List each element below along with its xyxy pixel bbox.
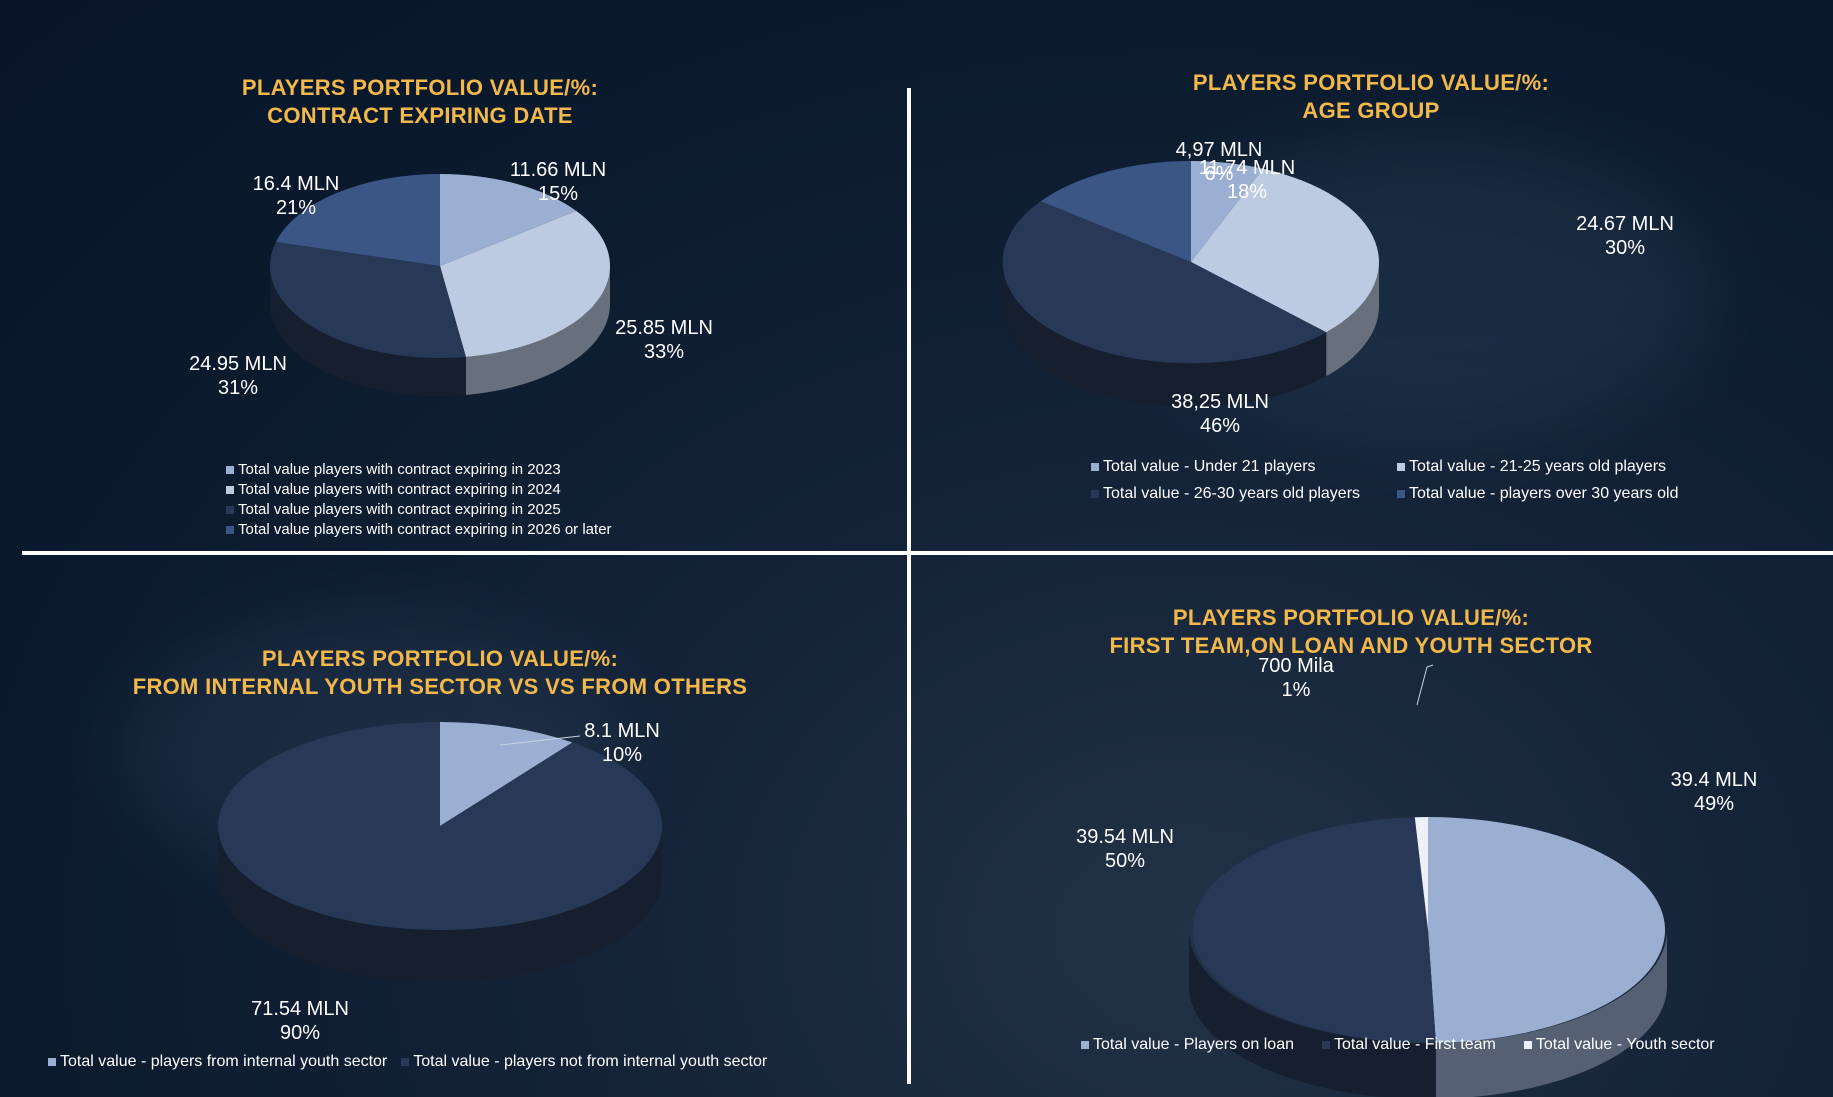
pie-slice (440, 210, 611, 357)
data-label: 24.95 MLN 31% (189, 353, 287, 399)
legend-swatch (1322, 1041, 1330, 1049)
legend-swatch (1397, 490, 1405, 498)
legend-item: Total value players with contract expiri… (226, 500, 612, 520)
legend-swatch (1091, 490, 1099, 498)
pie-chart (1189, 664, 1667, 1097)
legend: Total value - players from internal yout… (48, 1052, 767, 1072)
pie-chart (218, 722, 663, 982)
legend-swatch (48, 1058, 56, 1066)
legend-swatch (226, 506, 234, 514)
chart-title: PLAYERS PORTFOLIO VALUE/%: AGE GROUP (1192, 70, 1550, 123)
legend-swatch (1397, 463, 1405, 471)
legend-swatch (401, 1058, 410, 1066)
pie-slice (1040, 161, 1191, 262)
data-label: 38,25 MLN 46% (1171, 391, 1269, 437)
legend-item: Total value players with contract expiri… (226, 520, 612, 540)
pie-slice-side (270, 266, 466, 396)
data-label: 4,97 MLN 6% (1175, 139, 1263, 185)
data-label: 39.4 MLN 49% (1670, 769, 1758, 815)
pie-slice (1191, 161, 1263, 262)
data-label: 11.66 MLN 15% (509, 159, 607, 205)
legend-item: Total value - Under 21 players (1091, 457, 1397, 477)
data-label: 700 Mila 1% (1258, 655, 1334, 701)
pie-slice (1002, 201, 1327, 364)
pie-chart (1002, 161, 1379, 407)
chart-age-group: PLAYERS PORTFOLIO VALUE/%: AGE GROUP 4,9… (911, 0, 1833, 550)
pie-slice-side (1435, 930, 1667, 1097)
chart-first-team-loan-youth: PLAYERS PORTFOLIO VALUE/%: FIRST TEAM,ON… (911, 555, 1833, 1097)
legend: Total value - Under 21 players Total val… (1091, 457, 1731, 504)
pie-slice-side (465, 266, 610, 395)
legend-swatch (1091, 463, 1099, 471)
pie-slice-side (218, 826, 662, 982)
data-label: 25.85 MLN 33% (615, 317, 713, 363)
data-label: 11.74 MLN 18% (1198, 157, 1296, 203)
legend: Total value - Players on loan Total valu… (1081, 1035, 1715, 1055)
legend-item: Total value players with contract expiri… (226, 480, 612, 500)
pie-slice (440, 722, 573, 826)
pie-slice (440, 173, 577, 266)
vertical-divider (907, 88, 911, 1084)
leader-line (499, 735, 581, 746)
legend-item: Total value - 21-25 years old players (1397, 457, 1717, 477)
legend: Total value players with contract expiri… (226, 460, 612, 540)
legend-item: Total value - players not from internal … (401, 1052, 767, 1072)
pie-slice (270, 242, 466, 358)
chart-title: PLAYERS PORTFOLIO VALUE/%: FROM INTERNAL… (132, 646, 748, 699)
chart-title: PLAYERS PORTFOLIO VALUE/%: CONTRACT EXPI… (241, 75, 599, 128)
pie-slice (1414, 817, 1428, 930)
pie-slice (1428, 817, 1666, 1043)
data-label: 71.54 MLN 90% (251, 998, 349, 1044)
legend-swatch (226, 466, 234, 474)
chart-title: PLAYERS PORTFOLIO VALUE/%: FIRST TEAM,ON… (1109, 605, 1593, 658)
pie-chart (270, 173, 611, 396)
horizontal-divider (22, 551, 1833, 555)
chart-contract-expiring: PLAYERS PORTFOLIO VALUE/%: CONTRACT EXPI… (0, 0, 905, 550)
pie-slice-side (1003, 262, 1327, 407)
legend-item: Total value - players from internal yout… (48, 1052, 387, 1072)
data-label: 24.67 MLN 30% (1576, 213, 1674, 259)
legend-item: Total value players with contract expiri… (226, 460, 612, 480)
leader-line (1416, 664, 1434, 706)
chart-youth-sector-vs-others: PLAYERS PORTFOLIO VALUE/%: FROM INTERNAL… (0, 555, 905, 1097)
legend-swatch (226, 486, 234, 494)
legend-item: Total value - First team (1322, 1035, 1496, 1055)
pie-slice (275, 174, 440, 266)
data-label: 16.4 MLN 21% (252, 173, 340, 219)
legend-swatch (1081, 1041, 1089, 1049)
pie-slice (218, 722, 663, 930)
legend-item: Total value - players over 30 years old (1397, 484, 1717, 504)
pie-slice (1191, 168, 1379, 333)
legend-item: Total value - Youth sector (1523, 1035, 1715, 1055)
legend-item: Total value - Players on loan (1081, 1035, 1294, 1055)
legend-swatch (226, 526, 234, 534)
data-label: 39.54 MLN 50% (1076, 826, 1174, 872)
legend-item: Total value - 26-30 years old players (1091, 484, 1397, 504)
legend-swatch (1523, 1041, 1532, 1049)
pie-slice-side (1326, 262, 1379, 377)
pie-slice (1192, 817, 1436, 1043)
pie-slice-side (1189, 930, 1436, 1097)
data-label: 8.1 MLN 10% (584, 720, 660, 766)
